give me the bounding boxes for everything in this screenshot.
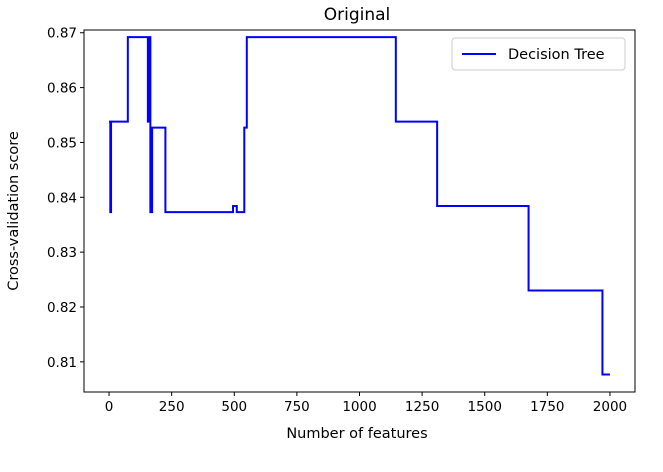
x-tick-label: 1750	[530, 399, 564, 415]
y-tick-label: 0.83	[47, 245, 77, 261]
x-tick-label: 1000	[342, 399, 376, 415]
y-axis-label: Cross-validation score	[6, 131, 22, 291]
y-axis: 0.81 0.82 0.83 0.84 0.85 0.86 0.87	[47, 26, 84, 371]
plot-frame	[83, 29, 636, 393]
x-tick-label: 250	[159, 399, 185, 415]
y-tick-label: 0.81	[47, 355, 77, 371]
y-tick-label: 0.84	[47, 190, 77, 206]
x-axis: 0 250 500 750 1000 1250 1500 1750 2000	[105, 392, 627, 415]
y-tick-label: 0.82	[47, 300, 77, 316]
x-axis-label: Number of features	[286, 426, 427, 442]
legend-label-decision-tree: Decision Tree	[508, 47, 605, 63]
series-line-decision-tree	[109, 36, 610, 376]
y-tick-label: 0.87	[47, 26, 77, 42]
x-tick-label: 1250	[405, 399, 439, 415]
x-tick-label: 1500	[468, 399, 502, 415]
chart-title: Original	[324, 5, 391, 25]
x-tick-label: 0	[105, 399, 114, 415]
x-tick-label: 500	[221, 399, 247, 415]
x-tick-label: 2000	[593, 399, 627, 415]
plot-area	[109, 36, 610, 376]
y-tick-label: 0.86	[47, 81, 77, 97]
legend: Decision Tree	[451, 37, 626, 71]
legend-box	[451, 37, 626, 71]
y-tick-label: 0.85	[47, 135, 77, 151]
x-tick-label: 750	[284, 399, 310, 415]
